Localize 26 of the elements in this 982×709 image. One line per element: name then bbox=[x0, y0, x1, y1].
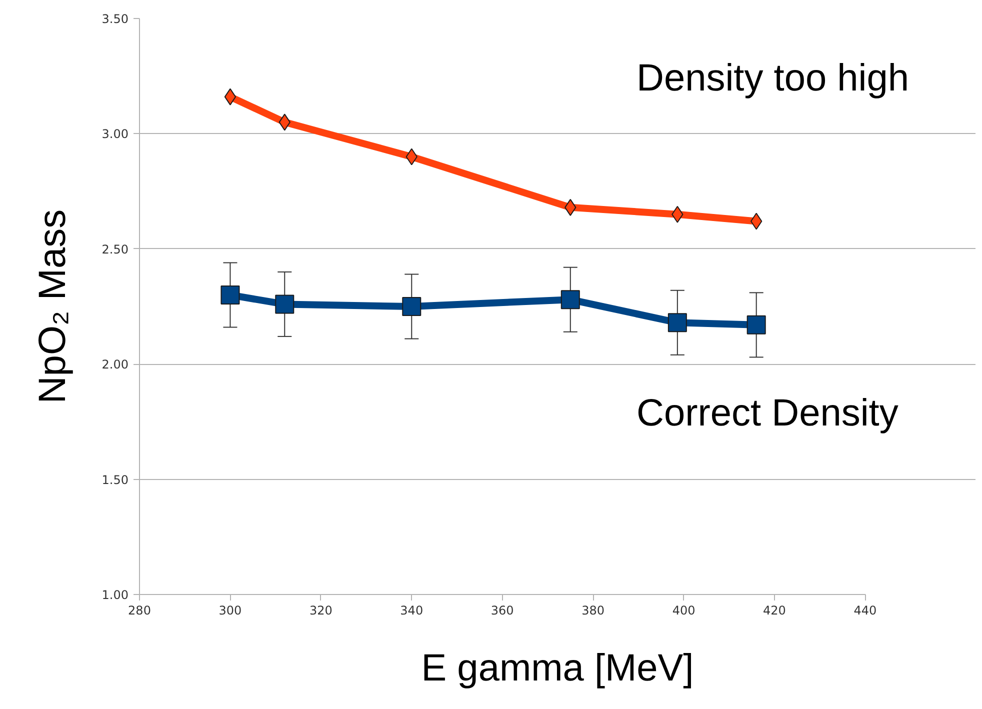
x-tick-label: 420 bbox=[763, 604, 786, 618]
x-tick-label: 340 bbox=[400, 604, 424, 618]
x-tick-label: 380 bbox=[582, 604, 605, 618]
y-tick-label: 2.50 bbox=[102, 242, 128, 256]
point bbox=[560, 290, 580, 310]
point bbox=[402, 297, 422, 316]
x-tick-label: 400 bbox=[672, 604, 696, 618]
y-axis-title: NpO₂ Mass bbox=[32, 209, 74, 404]
point bbox=[668, 313, 687, 332]
point bbox=[224, 88, 236, 106]
point bbox=[746, 315, 766, 334]
y-tick-label: 2.00 bbox=[102, 358, 128, 372]
x-tick-label: 360 bbox=[490, 604, 514, 618]
annotation: Density too high bbox=[636, 58, 909, 100]
y-tick-label: 3.00 bbox=[102, 127, 128, 142]
x-axis-title: E gamma [MeV] bbox=[421, 648, 694, 690]
point bbox=[275, 294, 294, 314]
x-tick-label: 320 bbox=[309, 604, 332, 618]
x-tick-label: 440 bbox=[854, 604, 877, 618]
annotation: Correct Density bbox=[636, 392, 898, 434]
y-tick-label: 1.00 bbox=[102, 588, 128, 602]
y-tick-label: 3.50 bbox=[102, 12, 128, 26]
x-tick-label: 300 bbox=[218, 604, 242, 618]
point bbox=[220, 285, 240, 304]
y-tick-label: 1.50 bbox=[102, 472, 128, 487]
x-tick-label: 280 bbox=[128, 604, 151, 618]
